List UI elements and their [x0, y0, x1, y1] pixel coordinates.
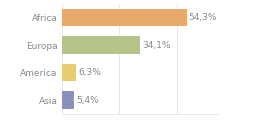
Text: 34,1%: 34,1%	[142, 41, 171, 50]
Text: 5,4%: 5,4%	[76, 96, 99, 105]
Text: 6,3%: 6,3%	[78, 68, 101, 77]
Bar	[62, 36, 140, 54]
Bar	[62, 9, 187, 27]
Bar	[62, 64, 76, 81]
Bar	[62, 91, 74, 109]
Text: 54,3%: 54,3%	[189, 13, 217, 22]
